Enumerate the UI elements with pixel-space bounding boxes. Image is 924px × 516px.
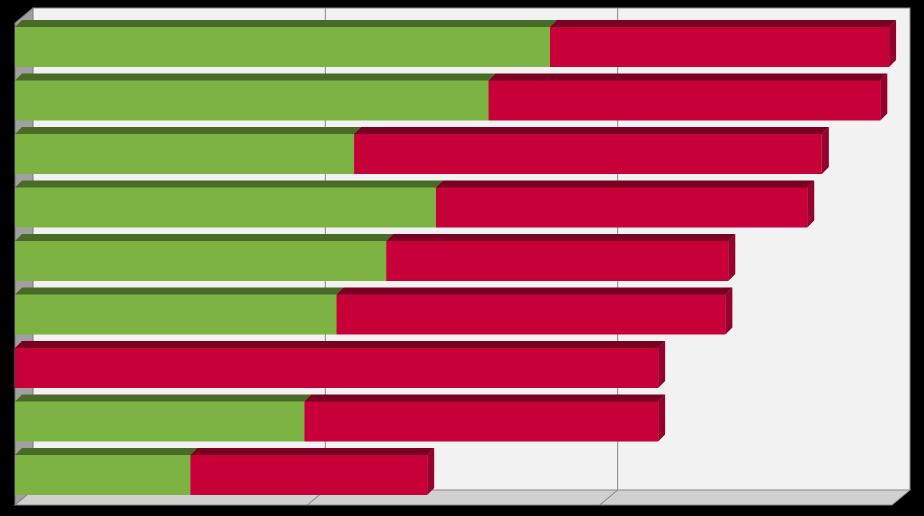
bar bbox=[15, 455, 191, 495]
bar-depth bbox=[728, 234, 736, 281]
bar bbox=[304, 401, 659, 442]
bar-depth bbox=[435, 180, 815, 188]
bar-depth bbox=[821, 127, 829, 174]
bar-depth bbox=[549, 20, 897, 27]
bar-depth bbox=[190, 448, 435, 455]
bar-depth bbox=[725, 287, 733, 335]
bar-depth bbox=[658, 394, 666, 442]
bar-depth bbox=[15, 20, 557, 27]
bar-depth bbox=[658, 341, 666, 388]
bar bbox=[336, 294, 726, 335]
bar bbox=[354, 134, 822, 174]
bar-depth bbox=[386, 234, 736, 241]
bar-depth bbox=[889, 20, 897, 67]
bar bbox=[15, 80, 489, 121]
bar bbox=[15, 348, 659, 388]
bar bbox=[15, 27, 550, 67]
bar-depth bbox=[15, 127, 362, 134]
bar bbox=[15, 241, 387, 281]
bar bbox=[15, 401, 305, 442]
bar-depth bbox=[304, 394, 666, 402]
bar-depth bbox=[427, 448, 435, 495]
floor-grid-line bbox=[599, 489, 618, 506]
bar-depth bbox=[15, 234, 394, 241]
bar-depth bbox=[15, 341, 666, 348]
bar-depth bbox=[807, 180, 815, 228]
bar-depth bbox=[15, 180, 443, 188]
bar-depth bbox=[15, 448, 198, 455]
bar bbox=[549, 27, 890, 67]
bar bbox=[15, 187, 436, 228]
bar bbox=[386, 241, 729, 281]
bar-depth bbox=[880, 73, 888, 121]
bar-depth bbox=[15, 287, 344, 295]
bar-depth bbox=[336, 287, 733, 295]
bar bbox=[15, 294, 337, 335]
bar-depth bbox=[15, 394, 312, 402]
bar bbox=[15, 134, 355, 174]
bar-depth bbox=[354, 127, 829, 134]
bar-depth bbox=[488, 73, 888, 81]
bar bbox=[190, 455, 428, 495]
bar-depth bbox=[15, 73, 496, 81]
bar bbox=[435, 187, 808, 228]
bar bbox=[488, 80, 881, 121]
